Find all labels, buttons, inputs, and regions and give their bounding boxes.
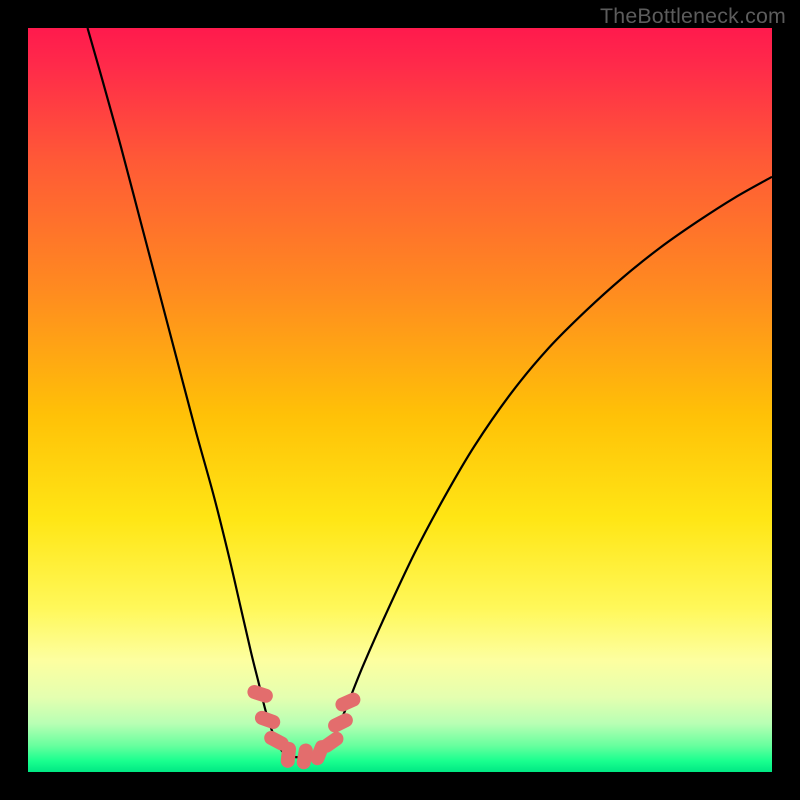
- curve-marker: [326, 711, 356, 735]
- curve-marker: [246, 683, 275, 704]
- marker-layer: [28, 28, 772, 772]
- curve-marker: [333, 690, 362, 713]
- curve-marker: [253, 709, 282, 731]
- chart-canvas: TheBottleneck.com: [0, 0, 800, 800]
- watermark-label: TheBottleneck.com: [600, 4, 786, 29]
- plot-area: [28, 28, 772, 772]
